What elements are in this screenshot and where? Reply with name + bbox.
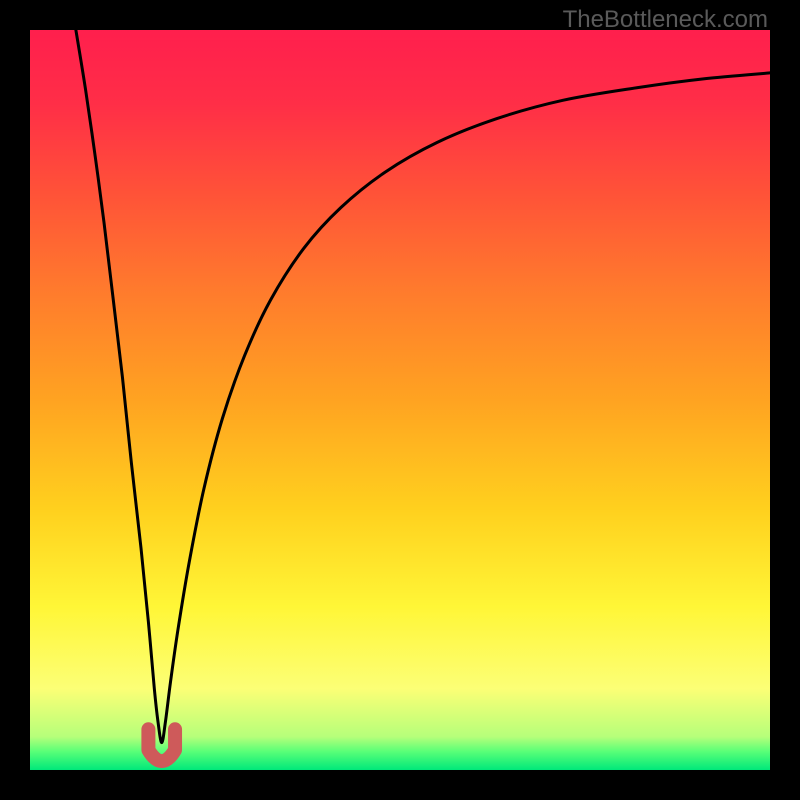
plot-background bbox=[30, 30, 770, 770]
chart-frame: TheBottleneck.com bbox=[0, 0, 800, 800]
watermark-text: TheBottleneck.com bbox=[563, 6, 768, 34]
chart-canvas bbox=[0, 0, 800, 800]
